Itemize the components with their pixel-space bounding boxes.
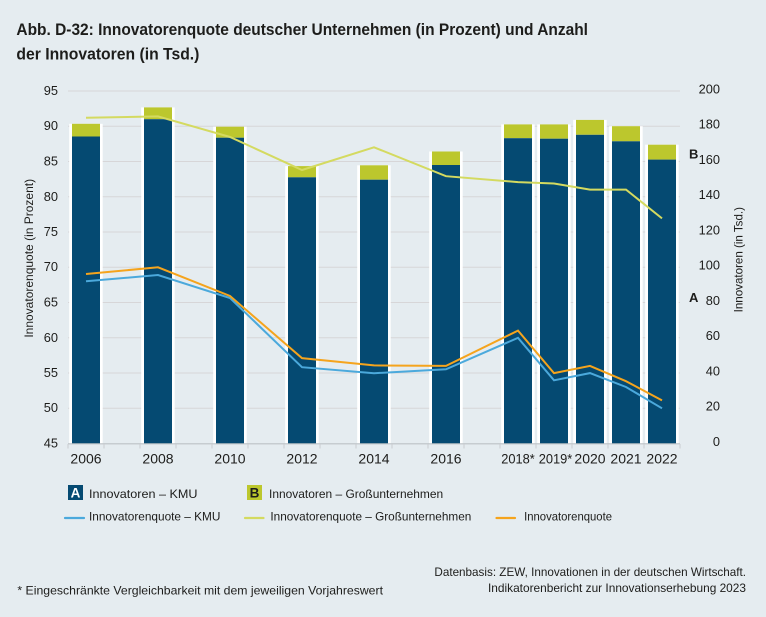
svg-text:2018*: 2018* (501, 451, 535, 467)
svg-text:60: 60 (706, 328, 720, 343)
svg-text:20: 20 (706, 399, 720, 414)
svg-text:der Innovatoren (in Tsd.): der Innovatoren (in Tsd.) (16, 45, 199, 64)
svg-text:75: 75 (44, 224, 58, 239)
svg-text:2022: 2022 (646, 451, 677, 467)
svg-text:60: 60 (44, 330, 58, 345)
svg-text:200: 200 (699, 81, 720, 96)
svg-text:95: 95 (44, 83, 58, 98)
svg-text:Innovatorenquote (in Prozent): Innovatorenquote (in Prozent) (22, 179, 36, 338)
svg-text:2014: 2014 (358, 451, 389, 467)
svg-text:A: A (71, 485, 81, 500)
svg-text:A: A (689, 290, 699, 305)
svg-text:2021: 2021 (610, 451, 641, 467)
svg-text:65: 65 (44, 295, 58, 310)
svg-text:2008: 2008 (142, 451, 173, 467)
svg-text:2010: 2010 (214, 451, 245, 467)
svg-text:Abb. D-32: Innovatorenquote de: Abb. D-32: Innovatorenquote deutscher Un… (16, 20, 588, 39)
svg-text:Innovatorenquote – KMU: Innovatorenquote – KMU (89, 509, 220, 523)
svg-text:B: B (250, 485, 260, 500)
svg-text:B: B (689, 147, 698, 162)
svg-text:50: 50 (44, 400, 58, 415)
svg-text:* Eingeschränkte Vergleichbark: * Eingeschränkte Vergleichbarkeit mit de… (17, 584, 383, 598)
svg-text:2020: 2020 (574, 451, 605, 467)
svg-text:2016: 2016 (430, 451, 461, 467)
svg-text:85: 85 (44, 154, 58, 169)
svg-text:Innovatorenquote: Innovatorenquote (524, 509, 612, 523)
svg-text:55: 55 (44, 365, 58, 380)
svg-text:180: 180 (699, 117, 720, 132)
svg-text:Innovatoren (in Tsd.): Innovatoren (in Tsd.) (731, 207, 745, 312)
svg-text:140: 140 (699, 187, 720, 202)
svg-text:80: 80 (706, 293, 720, 308)
svg-text:Innovatoren – Großunternehmen: Innovatoren – Großunternehmen (269, 487, 443, 501)
svg-text:2006: 2006 (70, 451, 101, 467)
svg-text:160: 160 (699, 152, 720, 167)
svg-text:90: 90 (44, 118, 58, 133)
svg-text:Innovatoren – KMU: Innovatoren – KMU (89, 487, 198, 501)
svg-text:70: 70 (44, 259, 58, 274)
svg-text:80: 80 (44, 189, 58, 204)
svg-text:Indikatorenbericht zur Innovat: Indikatorenbericht zur Innovationserhebu… (488, 581, 746, 595)
svg-text:0: 0 (713, 434, 720, 449)
svg-text:2019*: 2019* (539, 451, 573, 467)
svg-text:100: 100 (699, 258, 720, 273)
svg-text:Innovatorenquote – Großunterne: Innovatorenquote – Großunternehmen (270, 509, 471, 523)
svg-text:Datenbasis: ZEW, Innovationen: Datenbasis: ZEW, Innovationen in der deu… (434, 565, 746, 579)
svg-text:45: 45 (44, 436, 58, 451)
svg-text:120: 120 (699, 222, 720, 237)
svg-text:2012: 2012 (286, 451, 317, 467)
svg-text:40: 40 (706, 363, 720, 378)
